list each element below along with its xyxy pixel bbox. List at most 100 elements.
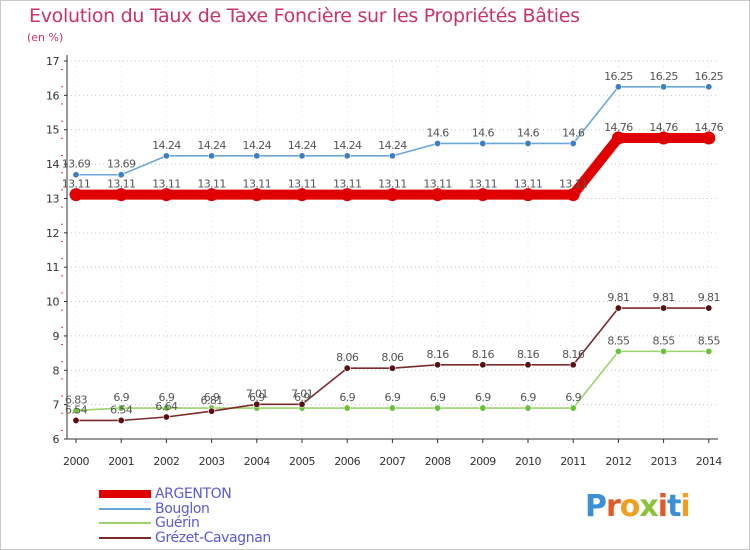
data-label-grezet-cavagnan: 6.54 (110, 403, 133, 416)
logo-letter: t (667, 489, 681, 524)
legend-item-grezet-cavagnan: Grézet-Cavagnan (99, 530, 271, 546)
data-label-argenton: 13.11 (288, 178, 317, 191)
data-point-grezet-cavagnan (434, 361, 442, 369)
data-point-guerin (660, 347, 668, 355)
data-label-guerin: 6.9 (249, 391, 265, 404)
data-label-guerin: 6.9 (475, 391, 491, 404)
data-label-argenton: 13.11 (62, 178, 91, 191)
logo-letter: i (657, 489, 668, 524)
legend-swatch-bouglon (99, 507, 151, 510)
data-label-guerin: 6.9 (430, 391, 446, 404)
data-label-bouglon: 16.25 (695, 70, 724, 83)
data-label-bouglon: 16.25 (604, 70, 633, 83)
data-label-guerin: 6.9 (520, 391, 536, 404)
data-label-argenton: 13.11 (378, 178, 407, 191)
data-point-guerin (569, 404, 577, 412)
data-point-bouglon (569, 139, 577, 147)
chart-legend: ARGENTON Bouglon Guérin Grézet-Cavagnan (99, 487, 271, 545)
data-label-bouglon: 14.24 (378, 139, 407, 152)
x-tick-label: 2001 (108, 455, 134, 468)
data-point-argenton (431, 188, 445, 202)
data-point-argenton (702, 131, 716, 145)
data-label-grezet-cavagnan: 6.54 (65, 403, 88, 416)
legend-item-guerin: Guérin (99, 516, 271, 531)
logo-letter: i (680, 489, 690, 524)
data-label-bouglon: 14.24 (288, 139, 317, 152)
data-point-bouglon (298, 152, 306, 160)
data-label-grezet-cavagnan: 8.16 (472, 348, 495, 361)
data-label-grezet-cavagnan: 8.16 (517, 348, 540, 361)
data-label-bouglon: 16.25 (649, 70, 678, 83)
data-point-argenton (611, 131, 625, 145)
data-label-grezet-cavagnan: 6.64 (155, 400, 178, 413)
data-label-bouglon: 14.24 (152, 139, 181, 152)
data-label-grezet-cavagnan: 8.16 (427, 348, 450, 361)
data-label-argenton: 13.11 (423, 178, 452, 191)
data-label-grezet-cavagnan: 9.81 (698, 291, 720, 304)
data-label-bouglon: 13.69 (62, 158, 91, 171)
data-point-bouglon (253, 152, 261, 160)
data-point-grezet-cavagnan (388, 364, 396, 372)
legend-item-argenton: ARGENTON (99, 487, 271, 502)
data-label-argenton: 14.76 (604, 121, 633, 134)
data-point-argenton (250, 188, 264, 202)
x-tick-label: 2010 (515, 455, 541, 468)
data-point-grezet-cavagnan (705, 304, 713, 312)
data-point-argenton (566, 188, 580, 202)
legend-label-guerin: Guérin (155, 515, 200, 531)
data-label-guerin: 6.9 (159, 391, 175, 404)
data-point-bouglon (162, 152, 170, 160)
data-point-grezet-cavagnan (614, 304, 622, 312)
data-label-guerin: 6.9 (565, 391, 581, 404)
logo-letter: x (639, 489, 658, 524)
data-label-argenton: 13.11 (559, 178, 588, 191)
x-tick-label: 2014 (696, 455, 722, 468)
data-label-bouglon: 14.24 (243, 139, 272, 152)
data-point-grezet-cavagnan (343, 364, 351, 372)
data-label-guerin: 8.55 (607, 334, 630, 347)
y-tick-label: 11 (46, 261, 59, 274)
data-point-argenton (114, 188, 128, 202)
data-label-guerin: 6.9 (113, 391, 129, 404)
y-tick-label: 10 (46, 296, 59, 309)
data-label-argenton: 14.76 (649, 121, 678, 134)
logo-letter: P (585, 489, 607, 524)
data-label-argenton: 13.11 (469, 178, 498, 191)
data-label-grezet-cavagnan: 9.81 (653, 291, 675, 304)
data-label-argenton: 13.11 (152, 178, 181, 191)
x-tick-label: 2002 (153, 455, 179, 468)
data-label-grezet-cavagnan: 8.16 (562, 348, 585, 361)
data-point-guerin (72, 406, 80, 414)
data-point-grezet-cavagnan (162, 413, 170, 421)
x-tick-label: 2008 (425, 455, 451, 468)
data-point-grezet-cavagnan (569, 361, 577, 369)
x-tick-label: 2000 (63, 455, 89, 468)
data-label-argenton: 14.76 (695, 121, 724, 134)
data-point-guerin (388, 404, 396, 412)
data-point-argenton (159, 188, 173, 202)
legend-swatch-grezet-cavagnan (99, 536, 151, 539)
data-point-grezet-cavagnan (253, 400, 261, 408)
data-point-grezet-cavagnan (72, 416, 80, 424)
data-label-bouglon: 14.6 (472, 126, 495, 139)
x-tick-label: 2007 (379, 455, 405, 468)
y-tick-label: 12 (46, 227, 59, 240)
data-point-guerin (705, 347, 713, 355)
x-tick-label: 2005 (289, 455, 315, 468)
data-point-bouglon (524, 139, 532, 147)
x-tick-label: 2003 (199, 455, 225, 468)
proxiti-logo: Proxiti (585, 489, 691, 524)
legend-item-bouglon: Bouglon (99, 501, 271, 517)
data-point-guerin (343, 404, 351, 412)
x-tick-label: 2012 (605, 455, 631, 468)
data-label-bouglon: 14.6 (427, 126, 450, 139)
y-tick-label: 13 (46, 192, 59, 205)
y-tick-label: 15 (46, 124, 59, 137)
data-label-grezet-cavagnan: 8.06 (336, 351, 359, 364)
data-point-bouglon (208, 152, 216, 160)
y-tick-label: 7 (53, 399, 60, 412)
data-point-argenton (521, 188, 535, 202)
data-point-bouglon (434, 139, 442, 147)
